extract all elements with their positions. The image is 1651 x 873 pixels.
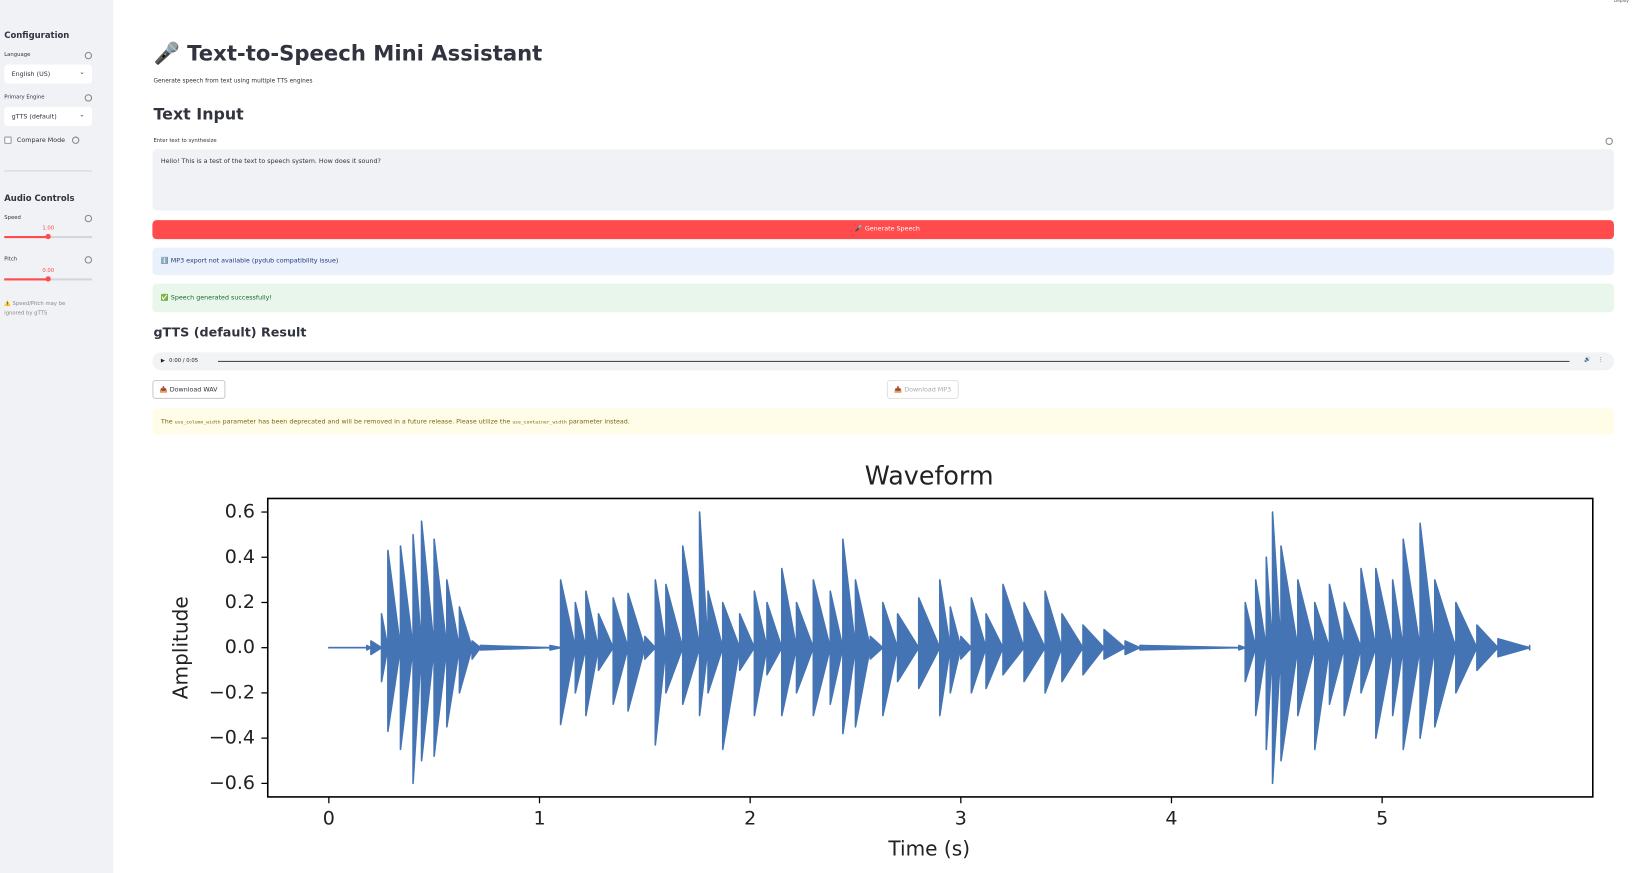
page-title: 🎤 Text-to-Speech Mini Assistant — [153, 40, 543, 66]
text-area[interactable]: Hello! This is a test of the text to spe… — [152, 149, 1614, 211]
language-label: Language — [4, 51, 31, 59]
sidebar-header: Audio Controls — [4, 193, 75, 204]
engine-label: Primary Engine — [4, 94, 45, 101]
plot-frame — [266, 497, 1594, 798]
sidebar: Configuration Language English (US) ⌄ Pri… — [0, 0, 114, 873]
input-text: Hello! This is a test of the text to spe… — [160, 157, 381, 166]
help-icon[interactable] — [84, 256, 93, 264]
sidebar-header: Configuration — [4, 30, 70, 41]
button-label: 📥 Download MP3 — [894, 386, 952, 394]
input-label: Enter text to synthesize — [153, 137, 217, 144]
help-icon[interactable] — [84, 214, 93, 223]
download-mp3-button[interactable]: 📥 Download MP3 — [886, 379, 959, 399]
language-select[interactable]: English (US) ⌄ — [4, 64, 93, 84]
success-alert: ✅ Speech generated successfully! — [152, 283, 1614, 313]
audio-time: 0:00 / 0:05 — [169, 357, 199, 365]
x-axis-label: Time (s) — [887, 836, 970, 860]
warning-text: The — [160, 418, 173, 426]
checkbox-label: Compare Mode — [16, 136, 66, 144]
select-value: gTTS (default) — [11, 113, 57, 121]
y-tick-label: 0.4 — [225, 546, 255, 568]
engine-select[interactable]: gTTS (default) ⌄ — [4, 106, 93, 126]
y-tick-label: 0.2 — [225, 591, 255, 613]
waveform-area — [328, 646, 1531, 785]
x-tick-label: 1 — [533, 808, 545, 830]
download-wav-button[interactable]: 📥 Download WAV — [152, 379, 225, 399]
slider-track[interactable] — [4, 233, 93, 240]
button-label: 📥 Download WAV — [159, 386, 218, 394]
chart-title: Waveform — [865, 460, 994, 490]
warning-alert: The use_column_width parameter has been … — [152, 408, 1614, 435]
x-tick-label: 3 — [955, 808, 967, 830]
audio-player[interactable]: ▶ 0:00 / 0:05 🔊 ⋮ — [152, 352, 1614, 371]
speed-label: Speed — [4, 214, 21, 222]
checkbox[interactable] — [4, 136, 12, 144]
slider-track[interactable] — [4, 276, 93, 282]
alert-text: ℹ️ MP3 export not available (pydub compa… — [160, 257, 339, 265]
help-icon[interactable] — [84, 51, 93, 60]
help-icon[interactable] — [71, 136, 80, 144]
generate-button[interactable]: 🎤 Generate Speech — [152, 220, 1614, 240]
x-tick-label: 5 — [1376, 808, 1388, 830]
y-tick-label: 0.6 — [225, 501, 255, 523]
alert-text: ✅ Speech generated successfully! — [160, 294, 272, 302]
help-icon[interactable] — [1605, 137, 1613, 145]
y-axis-label: Amplitude — [169, 596, 193, 699]
code: use_container_width — [512, 420, 567, 426]
caption: Generate speech from text using multiple… — [153, 78, 313, 85]
slider-value: 1.00 — [42, 225, 55, 232]
y-tick-label: −0.6 — [209, 772, 255, 794]
y-tick-label: 0.0 — [225, 636, 255, 658]
y-tick-label: −0.4 — [209, 727, 255, 749]
pitch-label: Pitch — [4, 256, 18, 263]
waveform-area — [328, 511, 1531, 649]
section-header: Text Input — [153, 104, 244, 124]
button-label: 🎤 Generate Speech — [854, 225, 920, 233]
divider — [4, 170, 93, 172]
help-icon[interactable] — [84, 94, 93, 102]
code: use_column_width — [174, 420, 221, 426]
x-tick-label: 0 — [323, 808, 335, 830]
select-value: English (US) — [11, 70, 51, 79]
warning-text: parameter has been deprecated and will b… — [222, 418, 511, 426]
deploy-button[interactable]: Deploy — [1613, 0, 1629, 4]
warning-text: parameter instead. — [568, 418, 630, 426]
x-tick-label: 2 — [744, 808, 756, 830]
sidebar-note: ⚠️ Speed/Pitch may be ignored by gTTS — [4, 300, 66, 317]
y-tick-label: −0.2 — [209, 681, 255, 703]
result-header: gTTS (default) Result — [153, 324, 307, 340]
x-tick-label: 4 — [1165, 808, 1177, 830]
slider-value: 0.00 — [42, 267, 55, 275]
info-alert: ℹ️ MP3 export not available (pydub compa… — [152, 247, 1614, 276]
